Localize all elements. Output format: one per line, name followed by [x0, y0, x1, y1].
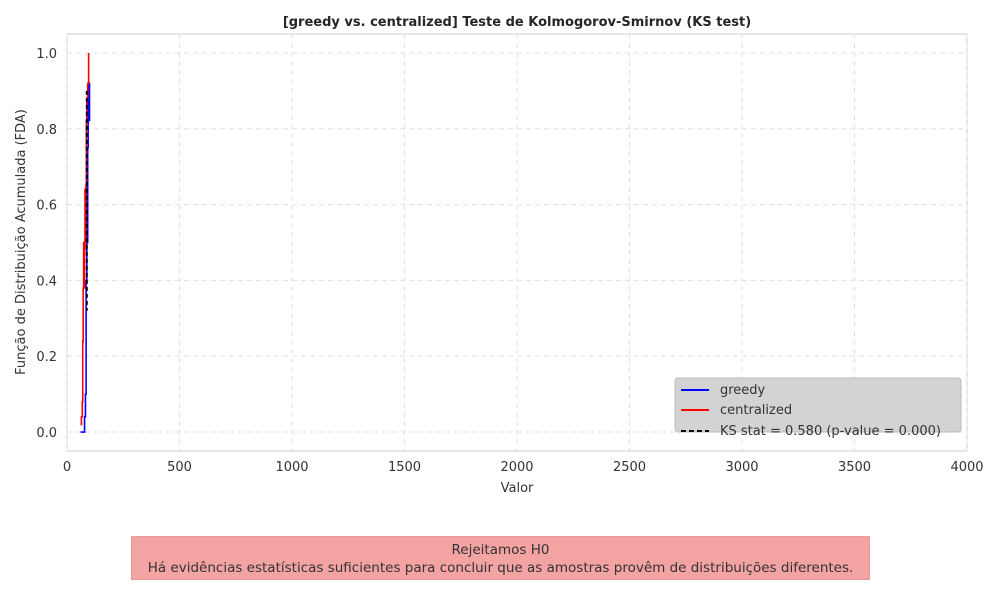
legend-box: [674, 377, 962, 433]
chart-title: [greedy vs. centralized] Teste de Kolmog…: [283, 15, 751, 30]
x-axis-ticks: 0 500 1000 1500 2000 2500 3000 3500 4000: [63, 460, 984, 475]
grid-lines: [66, 34, 968, 451]
x-tick-label: 3500: [838, 460, 871, 475]
y-tick-label: 0.2: [36, 350, 57, 365]
y-tick-label: 0.8: [36, 123, 57, 138]
legend-label-centralized: centralized: [720, 403, 792, 418]
x-tick-label: 0: [63, 460, 71, 475]
conclusion-box: Rejeitamos H0 Há evidências estatísticas…: [131, 536, 870, 580]
legend-label-greedy: greedy: [720, 383, 766, 398]
x-tick-label: 500: [167, 460, 192, 475]
y-tick-label: 1.0: [36, 47, 57, 62]
conclusion-title: Rejeitamos H0: [451, 542, 550, 558]
legend-label-ks-stat: KS stat = 0.580 (p-value = 0.000): [720, 424, 941, 439]
y-axis-ticks: 0.0 0.2 0.4 0.6 0.8 1.0: [36, 47, 57, 441]
x-tick-label: 2500: [613, 460, 646, 475]
y-tick-label: 0.0: [36, 426, 57, 441]
y-tick-label: 0.4: [36, 274, 57, 289]
x-tick-label: 2000: [500, 460, 533, 475]
x-tick-label: 1000: [275, 460, 308, 475]
x-tick-label: 4000: [950, 460, 983, 475]
x-axis-label: Valor: [501, 481, 534, 496]
legend: greedy centralized KS stat = 0.580 (p-va…: [674, 377, 962, 439]
series-layer: [80, 52, 91, 433]
y-axis-label: Função de Distribuição Acumulada (FDA): [14, 109, 29, 375]
x-tick-label: 3000: [725, 460, 758, 475]
ks-test-chart: [greedy vs. centralized] Teste de Kolmog…: [14, 15, 984, 496]
conclusion-text: Há evidências estatísticas suficientes p…: [147, 560, 854, 576]
y-tick-label: 0.6: [36, 199, 57, 214]
x-tick-label: 1500: [388, 460, 421, 475]
